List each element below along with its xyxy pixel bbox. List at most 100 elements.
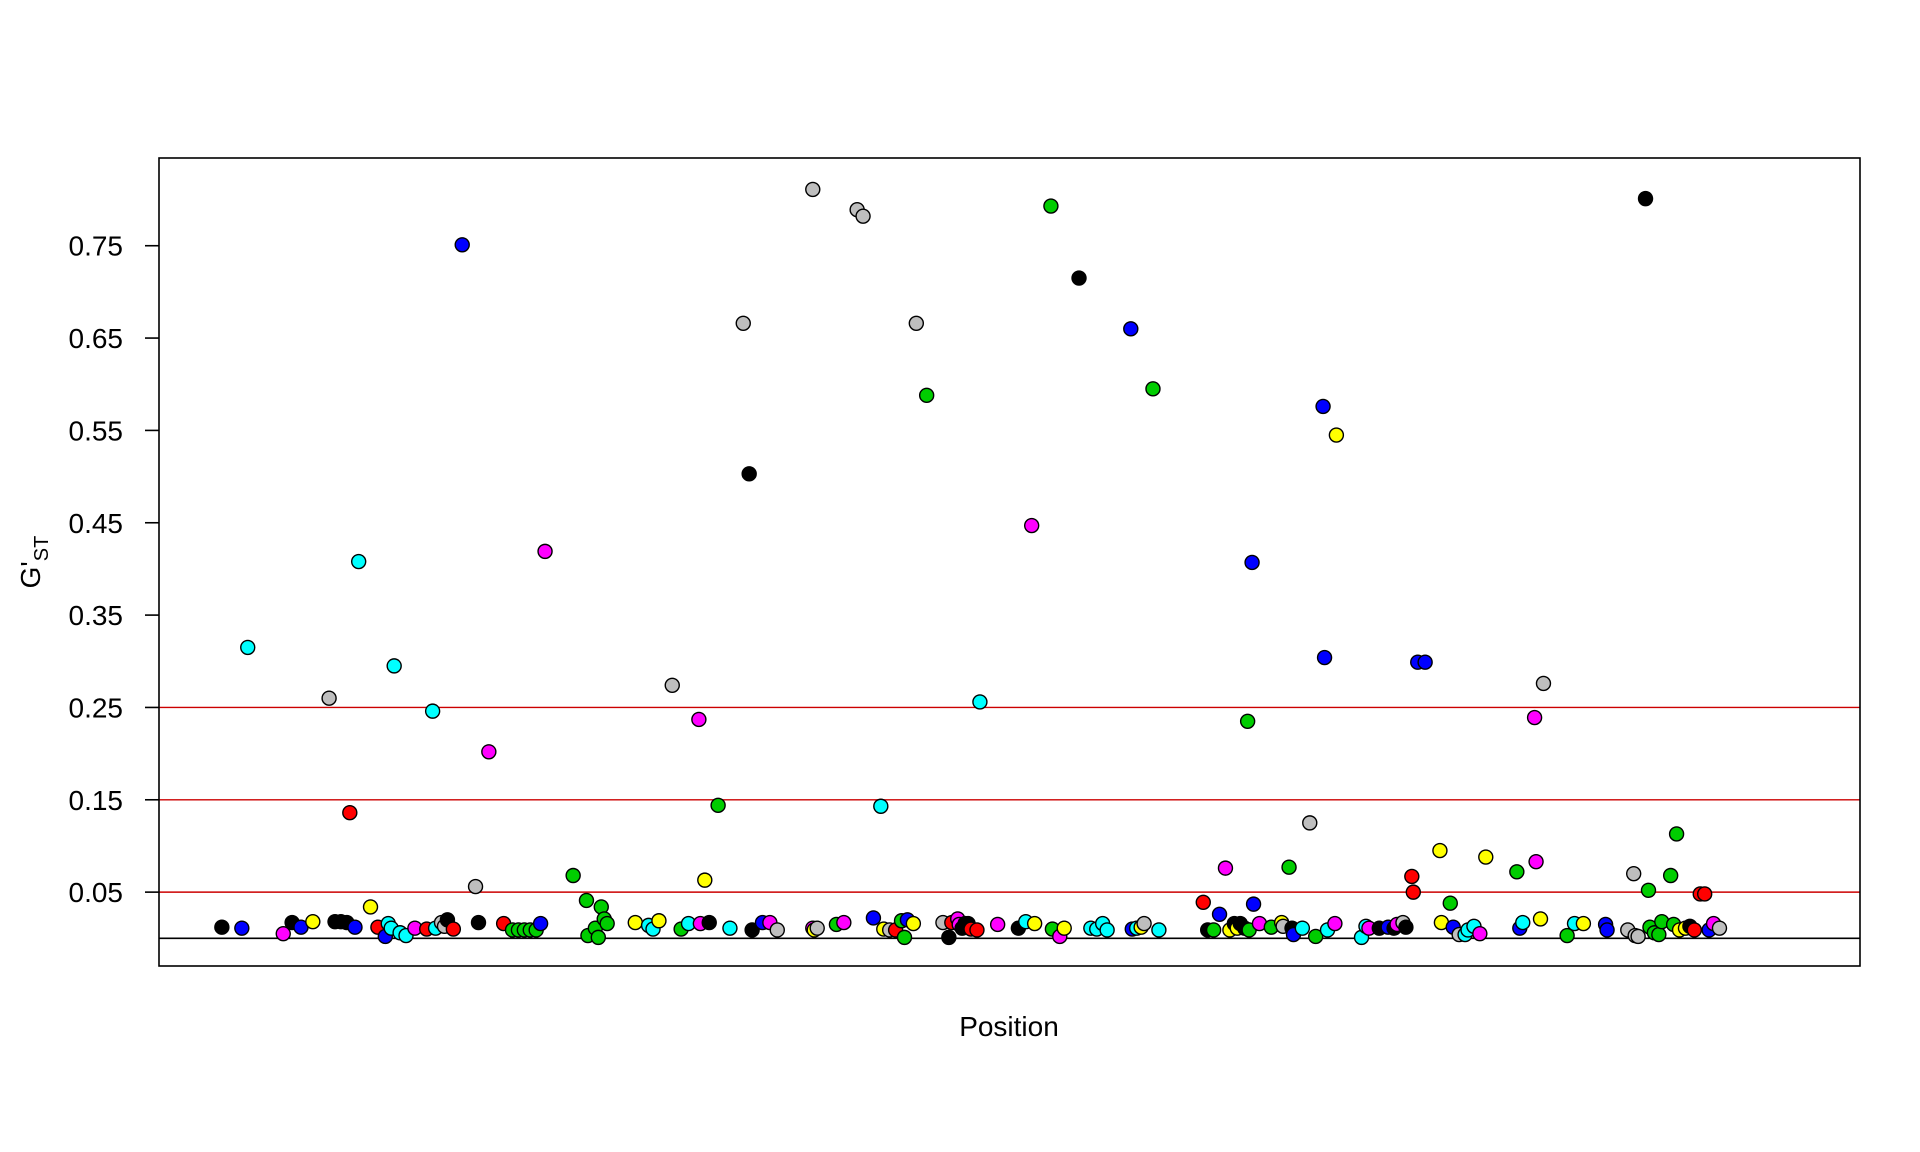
data-point <box>969 922 985 938</box>
data-point <box>1195 894 1211 910</box>
data-point <box>1640 882 1657 898</box>
data-point <box>1417 654 1433 670</box>
data-point <box>532 915 549 932</box>
data-point <box>664 677 680 693</box>
data-point <box>873 798 889 814</box>
data-point <box>1625 865 1642 882</box>
data-point <box>1575 915 1592 932</box>
data-point <box>1071 270 1087 286</box>
data-point <box>1239 713 1256 729</box>
data-point <box>1281 859 1297 875</box>
data-point <box>1662 867 1679 884</box>
data-point <box>424 703 441 719</box>
data-point <box>1043 198 1059 214</box>
data-point <box>1244 554 1260 571</box>
data-point <box>347 919 363 935</box>
data-point <box>972 694 988 710</box>
data-point <box>855 208 871 224</box>
data-point <box>809 920 825 936</box>
data-point <box>769 922 785 938</box>
data-point <box>1405 884 1422 900</box>
data-point <box>1528 853 1544 870</box>
reference-lines <box>159 706 1860 940</box>
y-tick-label: 0.75 <box>69 231 124 262</box>
data-point <box>1151 922 1167 938</box>
data-point <box>350 553 367 570</box>
data-point <box>470 914 487 931</box>
data-point <box>1696 886 1713 902</box>
data-point <box>1599 922 1615 938</box>
x-axis-label: Position <box>959 1011 1059 1042</box>
y-axis-label: G'ST <box>15 536 53 589</box>
data-point <box>275 925 291 942</box>
data-point <box>537 543 553 560</box>
data-point <box>599 915 615 932</box>
data-point <box>1026 915 1043 932</box>
y-tick-label: 0.45 <box>69 508 124 539</box>
data-point <box>735 315 751 331</box>
data-point <box>1686 922 1703 938</box>
data-point <box>1711 920 1728 936</box>
data-point <box>481 744 497 760</box>
data-point <box>1651 926 1667 943</box>
data-point <box>1526 709 1543 726</box>
data-point <box>578 892 595 909</box>
data-point <box>805 181 821 198</box>
data-point <box>1307 928 1324 945</box>
data-point <box>240 639 256 656</box>
data-point <box>1145 381 1161 397</box>
data-point <box>214 919 230 935</box>
data-point <box>722 920 738 936</box>
data-point <box>1478 849 1494 865</box>
data-point <box>454 237 470 253</box>
data-point <box>1509 864 1525 880</box>
data-point <box>1630 928 1646 945</box>
data-points <box>214 181 1728 946</box>
y-tick-label: 0.25 <box>69 692 124 723</box>
data-point <box>1315 398 1331 415</box>
data-point <box>1211 906 1228 922</box>
data-point <box>1404 868 1420 885</box>
y-tick-label: 0.15 <box>69 785 124 816</box>
data-point <box>836 914 852 931</box>
data-point <box>1472 925 1488 942</box>
data-point <box>362 899 379 915</box>
data-point <box>1136 915 1152 932</box>
data-point <box>1302 815 1318 831</box>
data-point <box>865 910 882 926</box>
y-tick-label: 0.55 <box>69 415 124 446</box>
data-point <box>234 920 250 936</box>
data-point <box>467 878 484 895</box>
data-point <box>744 922 760 938</box>
data-point <box>691 711 707 728</box>
data-point <box>1327 915 1343 932</box>
data-point <box>1217 860 1234 876</box>
data-point <box>1398 919 1414 935</box>
data-point <box>697 872 713 888</box>
data-point <box>1432 842 1448 859</box>
data-point <box>1245 896 1262 912</box>
y-tick-label: 0.65 <box>69 323 124 354</box>
data-point <box>1668 826 1685 842</box>
data-point <box>1056 920 1072 936</box>
data-point <box>1515 914 1531 931</box>
plot-frame <box>158 157 1861 967</box>
data-point <box>1316 649 1333 666</box>
data-point <box>908 315 925 331</box>
data-point <box>989 916 1006 933</box>
data-point <box>627 914 643 931</box>
data-point <box>1099 922 1115 938</box>
data-point <box>386 658 402 674</box>
data-point <box>710 797 726 814</box>
data-point <box>651 913 667 929</box>
data-point <box>1123 321 1139 337</box>
data-point <box>741 466 757 482</box>
data-point <box>1535 675 1552 692</box>
y-tick-label: 0.35 <box>69 600 124 631</box>
y-axis: 0.05 0.15 0.25 0.35 0.45 0.55 0.65 0.75 <box>69 231 159 908</box>
data-point <box>941 929 957 946</box>
data-point <box>905 915 922 932</box>
data-point <box>896 929 913 946</box>
